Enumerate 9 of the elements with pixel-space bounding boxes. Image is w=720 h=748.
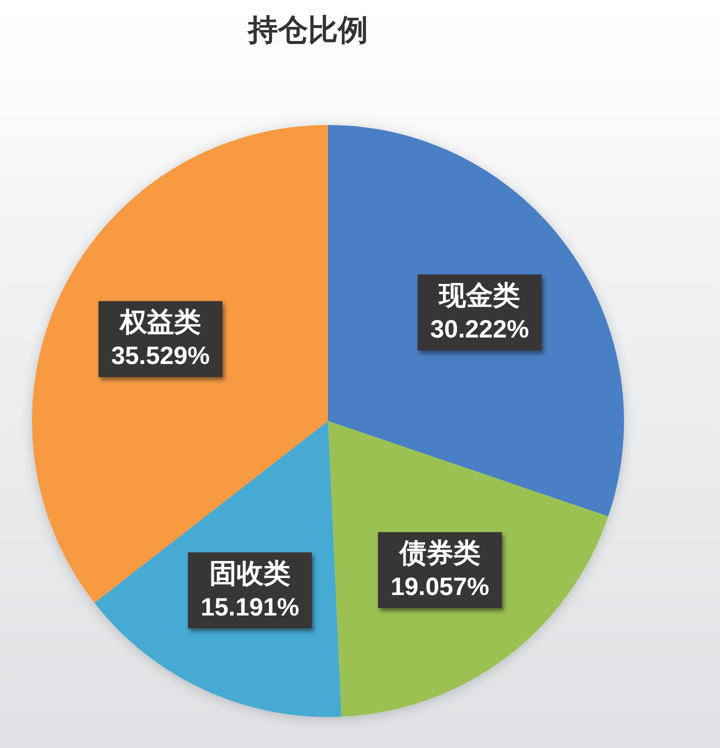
slice-label: 权益类 <box>118 307 201 338</box>
data-label: 19.057% <box>390 573 490 602</box>
data-label: 35.529% <box>111 342 210 370</box>
title: 持仓比例 <box>248 14 368 47</box>
data-label: 30.222% <box>430 315 529 344</box>
slice-label: 现金类 <box>438 280 520 310</box>
data-label: 15.191% <box>200 593 300 622</box>
slice-label: 固收类 <box>209 558 290 588</box>
slice-label: 债券类 <box>398 538 480 568</box>
